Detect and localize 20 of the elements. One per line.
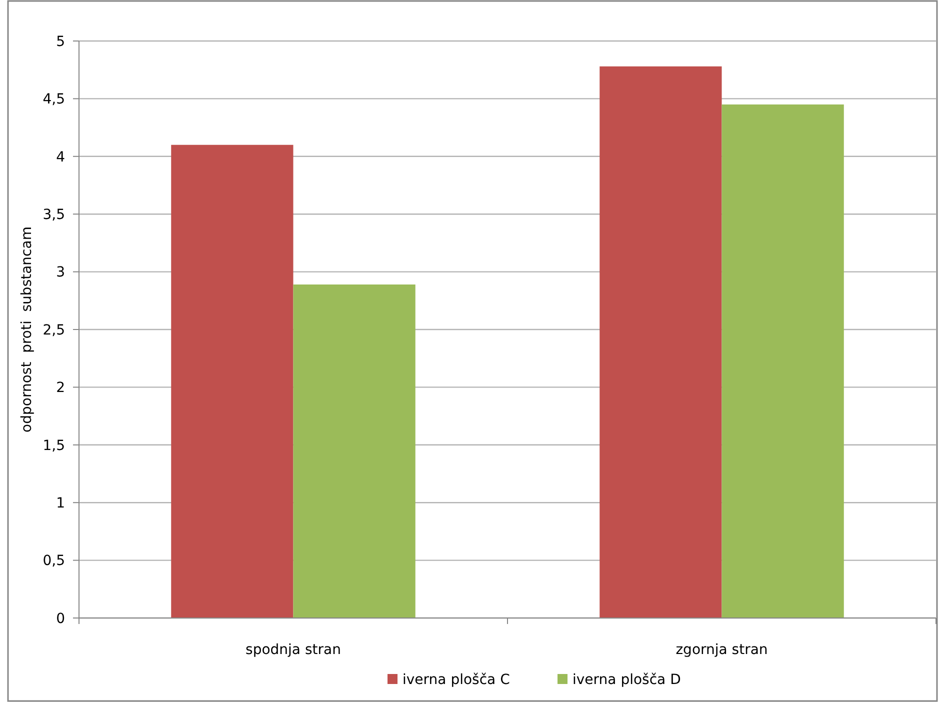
legend-label: iverna plošča D (572, 672, 681, 688)
bar (293, 284, 416, 618)
y-tick-label: 5 (56, 34, 65, 50)
y-tick-label: 3 (56, 264, 65, 281)
x-tick-label: zgornja stran (676, 642, 768, 658)
y-tick-label: 2,5 (42, 322, 65, 338)
x-tick-label: spodnja stran (246, 642, 341, 658)
y-tick-label: 1,5 (42, 438, 65, 454)
y-axis-title: odpornost proti substancam (19, 226, 35, 432)
y-tick-label: 0,5 (42, 553, 65, 570)
y-tick-label: 3,5 (42, 207, 65, 223)
legend-label: iverna plošča C (402, 672, 510, 688)
bar (600, 66, 722, 618)
y-tick-label: 4,5 (42, 92, 65, 108)
bar (722, 104, 844, 618)
y-tick-label: 2 (56, 380, 65, 396)
y-tick-label: 4 (56, 149, 66, 166)
bar (171, 144, 294, 618)
y-tick-label: 1 (56, 496, 65, 512)
y-tick-label: 0 (56, 610, 65, 627)
